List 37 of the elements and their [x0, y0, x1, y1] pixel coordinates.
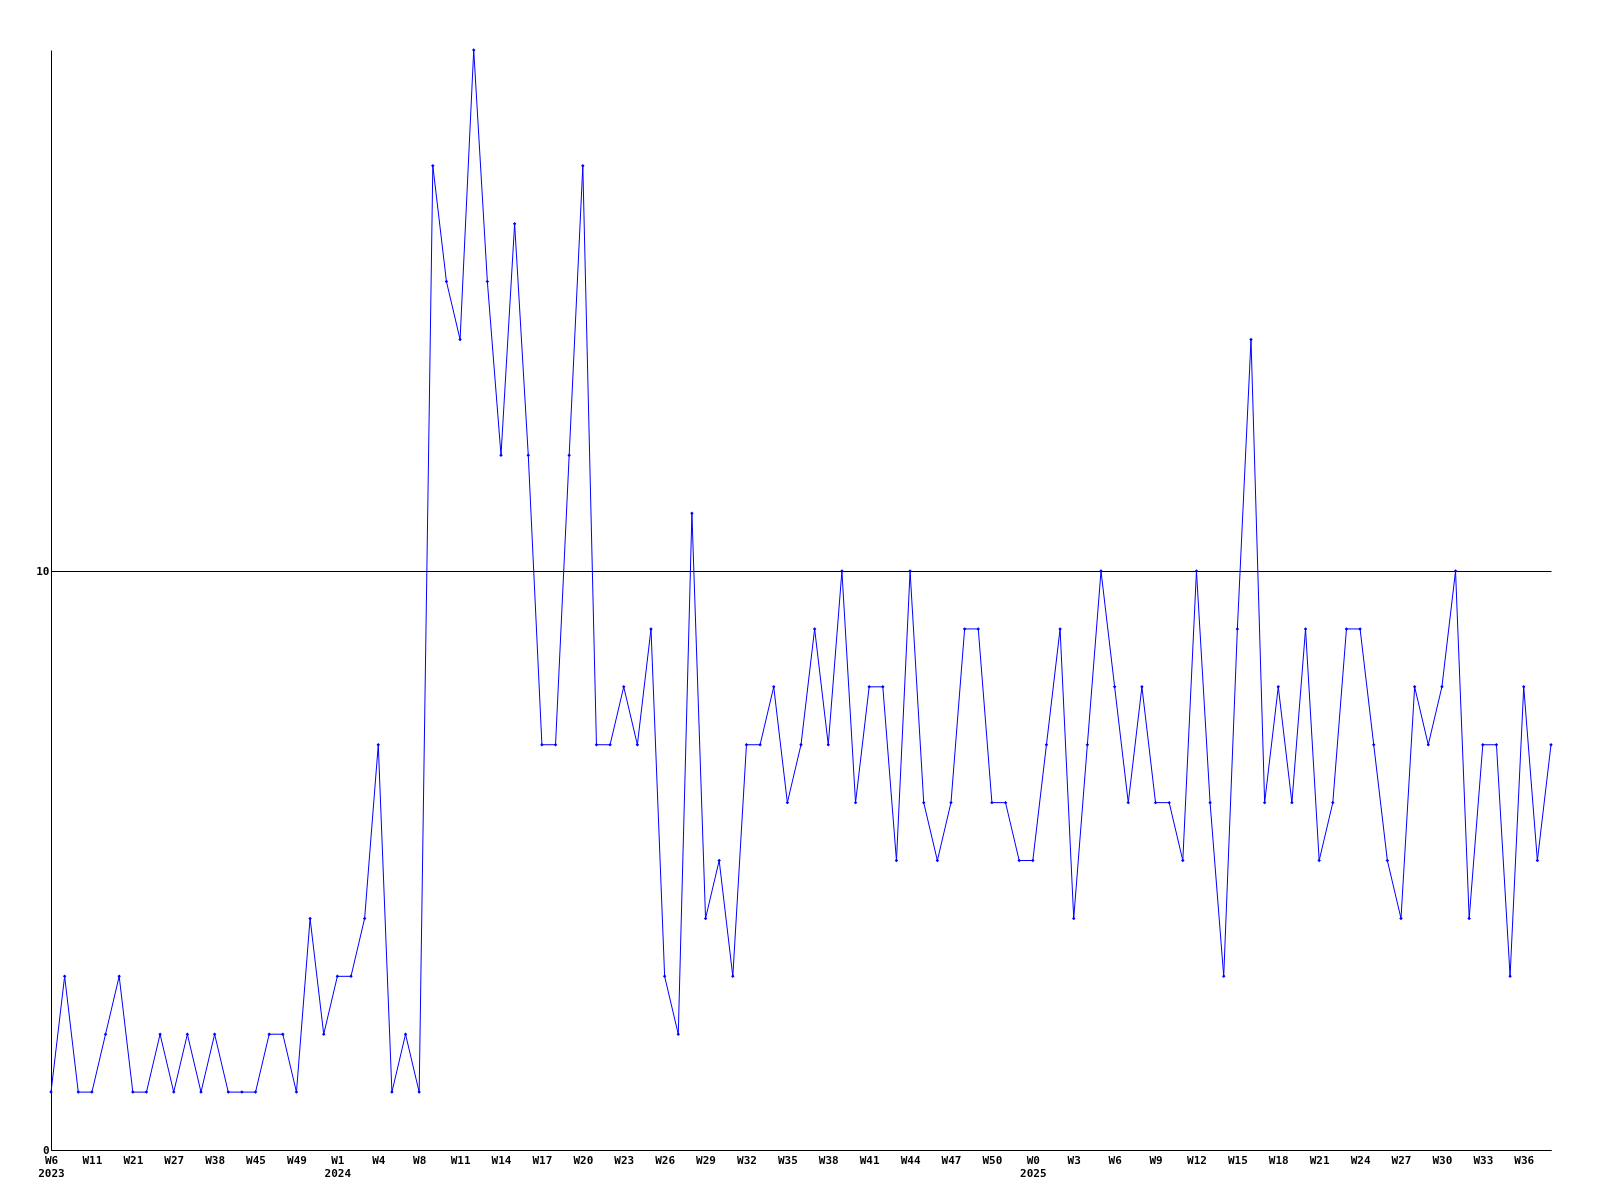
- x-tick-label: W26: [655, 1153, 676, 1167]
- x-tick-label: W11: [82, 1153, 103, 1167]
- x-tick-label: W45: [246, 1153, 266, 1167]
- x-tick-label: W12: [1187, 1153, 1207, 1167]
- x-tick-label: W35: [777, 1153, 798, 1167]
- y-tick-label: 10: [36, 564, 50, 578]
- x-tick-label: W3: [1067, 1153, 1081, 1167]
- x-tick-label: W38: [818, 1153, 839, 1167]
- x-tick-label: W1 2024: [324, 1153, 352, 1180]
- x-tick-label: W9: [1149, 1153, 1163, 1167]
- x-tick-label: W24: [1350, 1153, 1371, 1167]
- x-tick-label: W44: [900, 1153, 921, 1167]
- x-tick-label: W41: [859, 1153, 880, 1167]
- x-tick-label: W32: [737, 1153, 757, 1167]
- x-tick-label: W36: [1514, 1153, 1535, 1167]
- x-tick-label: W21: [123, 1153, 144, 1167]
- x-tick-label: W33: [1473, 1153, 1494, 1167]
- x-tick-label: W8: [413, 1153, 427, 1167]
- x-tick-label: W11: [450, 1153, 471, 1167]
- x-tick-label: W27: [1391, 1153, 1412, 1167]
- x-tick-label: W50: [982, 1153, 1003, 1167]
- x-tick-label: W23: [614, 1153, 635, 1167]
- x-tick-label: W20: [573, 1153, 594, 1167]
- x-tick-label: W47: [941, 1153, 962, 1167]
- x-tick-label: W4: [372, 1153, 386, 1167]
- x-tick-label: W18: [1268, 1153, 1289, 1167]
- x-tick-label: W0 2025: [1020, 1153, 1047, 1180]
- x-tick-label: W17: [532, 1153, 553, 1167]
- x-tick-label: W38: [205, 1153, 226, 1167]
- x-tick-label: W30: [1432, 1153, 1453, 1167]
- x-tick-label: W15: [1227, 1153, 1248, 1167]
- x-tick-label: W49: [287, 1153, 307, 1167]
- x-tick-label: W27: [164, 1153, 185, 1167]
- x-tick-label: W21: [1309, 1153, 1330, 1167]
- x-tick-label: W14: [491, 1153, 512, 1167]
- x-tick-label: W6: [1108, 1153, 1123, 1167]
- x-tick-label: W29: [696, 1153, 716, 1167]
